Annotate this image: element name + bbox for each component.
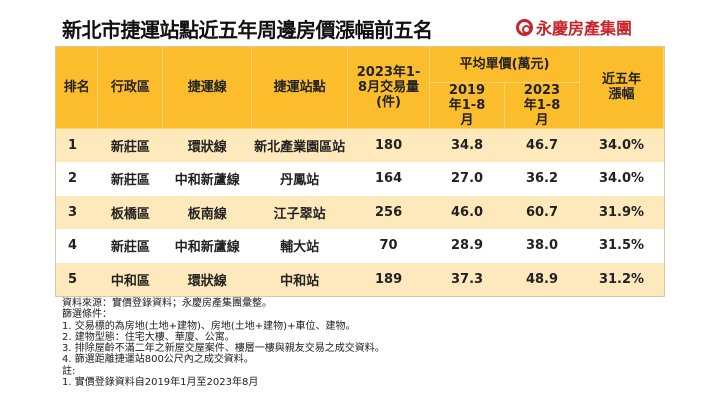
price-2019-cell: 34.8 xyxy=(429,128,505,162)
price-2019-cell: 37.3 xyxy=(429,262,505,296)
district-cell: 新莊區 xyxy=(97,128,163,162)
district-cell: 中和區 xyxy=(97,262,163,296)
volume-cell: 164 xyxy=(347,162,430,196)
header-line: 捷運線 xyxy=(162,47,253,129)
station-cell: 輔大站 xyxy=(251,229,348,263)
volume-cell: 256 xyxy=(347,195,430,229)
growth-cell: 31.5% xyxy=(579,229,664,263)
note-line: 1. 交易標的為房地(土地+建物)、房地(土地+建物)+車位、建物。 xyxy=(62,320,356,332)
district-cell: 新莊區 xyxy=(97,229,163,263)
station-cell: 中和站 xyxy=(251,262,348,296)
rank-cell: 5 xyxy=(56,262,98,296)
logo-icon xyxy=(516,18,533,36)
note-line: 3. 排除屋齡不滿二年之新屋交屋案件、樓層一樓與親友交易之成交資料。 xyxy=(62,343,385,355)
page-title: 新北市捷運站點近五年周邊房價漲幅前五名 xyxy=(62,18,433,42)
volume-cell: 70 xyxy=(347,229,430,263)
table-row: 2 新莊區 中和新蘆線 丹鳳站 164 27.0 36.2 34.0% xyxy=(56,162,664,196)
note-line: 資料來源：實價登錄資料；永慶房產集團彙整。 xyxy=(62,298,272,309)
line-cell: 中和新蘆線 xyxy=(162,162,252,196)
header-price-2023: 2023年1-8月 xyxy=(504,82,580,129)
growth-cell: 31.9% xyxy=(579,195,664,229)
footnotes: 資料來源：實價登錄資料；永慶房產集團彙整。 篩選條件： 1. 交易標的為房地(土地+… xyxy=(62,298,385,388)
district-cell: 新莊區 xyxy=(97,162,163,196)
rank-cell: 2 xyxy=(56,162,98,196)
growth-cell: 34.0% xyxy=(579,128,664,162)
header-rank: 排名 xyxy=(56,47,99,129)
table-row: 1 新莊區 環狀線 新北產業園區站 180 34.8 46.7 34.0% xyxy=(56,128,664,162)
price-2023-cell: 36.2 xyxy=(504,162,580,196)
brand-logo: 永慶房產集團 xyxy=(516,15,632,39)
note-line: 註: xyxy=(62,365,76,377)
district-cell: 板橋區 xyxy=(97,195,163,229)
logo-text: 永慶房產集團 xyxy=(536,19,633,38)
table-row: 3 板橋區 板南線 江子翠站 256 46.0 60.7 31.9% xyxy=(56,195,664,229)
header-volume: 2023年1-8月交易量(件) xyxy=(347,47,431,129)
note-line: 1. 實價登錄資料自2019年1月至2023年8月 xyxy=(62,377,259,389)
note-line: 篩選條件： xyxy=(62,309,112,321)
price-growth-table: 排名 行政區 捷運線 捷運站點 2023年1-8月交易量(件) 平均單價(萬元)… xyxy=(56,47,664,296)
station-cell: 新北產業園區站 xyxy=(251,128,348,162)
growth-cell: 31.2% xyxy=(579,262,664,296)
note-line: 4. 篩選距離捷運站800公尺內之成交資料。 xyxy=(62,354,254,366)
header-growth: 近五年漲幅 xyxy=(579,47,664,129)
rank-cell: 1 xyxy=(56,128,98,162)
price-2019-cell: 46.0 xyxy=(429,195,505,229)
rank-cell: 4 xyxy=(56,229,98,263)
growth-cell: 34.0% xyxy=(579,162,664,196)
price-2023-cell: 46.7 xyxy=(504,128,580,162)
header-station: 捷運站點 xyxy=(251,47,349,129)
line-cell: 環狀線 xyxy=(162,262,252,296)
station-cell: 江子翠站 xyxy=(251,195,348,229)
rank-cell: 3 xyxy=(56,195,98,229)
station-cell: 丹鳳站 xyxy=(251,162,348,196)
price-2019-cell: 28.9 xyxy=(429,229,505,263)
price-2023-cell: 60.7 xyxy=(504,195,580,229)
header-avg-price: 平均單價(萬元) xyxy=(429,47,580,83)
line-cell: 環狀線 xyxy=(162,128,252,162)
header-price-2019: 2019年1-8月 xyxy=(429,82,506,129)
line-cell: 板南線 xyxy=(162,195,252,229)
price-2023-cell: 48.9 xyxy=(504,262,580,296)
price-2023-cell: 38.0 xyxy=(504,229,580,263)
price-2019-cell: 27.0 xyxy=(429,162,505,196)
volume-cell: 189 xyxy=(347,262,430,296)
table-row: 4 新莊區 中和新蘆線 輔大站 70 28.9 38.0 31.5% xyxy=(56,229,664,263)
table-row: 5 中和區 環狀線 中和站 189 37.3 48.9 31.2% xyxy=(56,262,664,296)
header-district: 行政區 xyxy=(97,47,164,129)
line-cell: 中和新蘆線 xyxy=(162,229,252,263)
note-line: 2. 建物型態：住宅大樓、華廈、公寓。 xyxy=(62,331,235,343)
volume-cell: 180 xyxy=(347,128,430,162)
